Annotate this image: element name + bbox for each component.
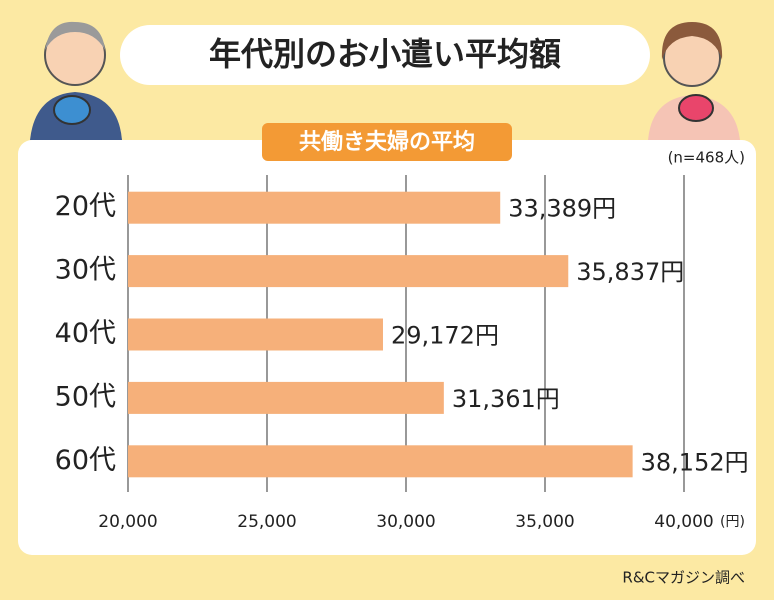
y-tick-label: 20代 [55, 191, 116, 222]
value-label: 33,389円 [508, 195, 616, 223]
bar [128, 255, 569, 288]
bar [128, 381, 444, 414]
value-label: 29,172円 [391, 322, 499, 350]
person-right [648, 22, 740, 140]
x-unit: (円) [720, 514, 745, 530]
chart-title: 年代別のお小遣い平均額 [209, 35, 561, 73]
title-pill [120, 25, 650, 85]
bar [128, 445, 633, 478]
x-tick-label: 20,000 [98, 512, 157, 532]
x-tick-label: 30,000 [376, 512, 435, 532]
source: R&Cマガジン調べ [622, 569, 745, 587]
bar [128, 318, 383, 351]
person-left [30, 21, 122, 140]
y-tick-label: 60代 [55, 445, 116, 476]
value-label: 31,361円 [452, 385, 560, 413]
x-tick-label: 25,000 [237, 512, 296, 532]
x-tick-label: 40,000 [654, 512, 713, 532]
subtitle: 共働き夫婦の平均 [299, 129, 475, 155]
y-tick-label: 50代 [55, 381, 116, 412]
note: (n=468人) [668, 149, 745, 167]
x-tick-label: 35,000 [515, 512, 574, 532]
value-label: 35,837円 [576, 258, 684, 286]
y-tick-label: 40代 [55, 318, 116, 349]
value-label: 38,152円 [641, 448, 749, 476]
subtitle-box [262, 123, 512, 161]
y-tick-label: 30代 [55, 255, 116, 286]
bar [128, 191, 501, 224]
